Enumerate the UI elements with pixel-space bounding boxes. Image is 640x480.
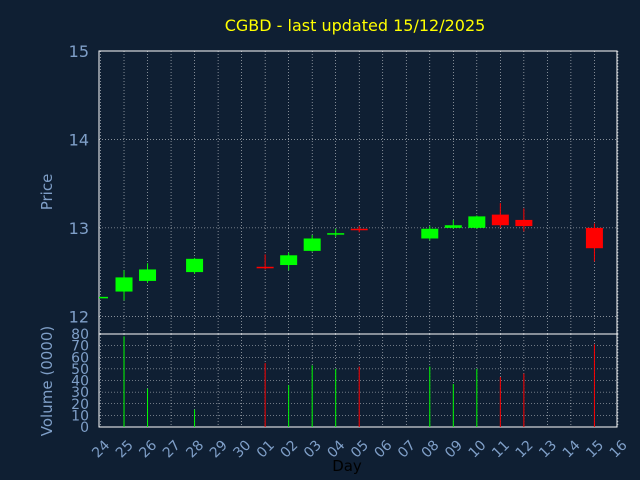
- volume-tick-label: 60: [71, 350, 89, 366]
- volume-tick-label: 40: [71, 374, 89, 390]
- candle-body: [350, 228, 368, 231]
- volume-tick-label: 70: [71, 339, 89, 355]
- price-panel: 12 13 14 15: [69, 42, 619, 335]
- price-tick-label: 14: [69, 130, 89, 149]
- candle-body: [444, 225, 462, 228]
- day-tick-label: 07: [395, 437, 419, 461]
- day-tick-label: 30: [230, 437, 254, 461]
- candle-body: [491, 214, 509, 226]
- day-tick-label: 01: [254, 437, 278, 461]
- candle-body: [186, 258, 204, 273]
- day-tick-label: 10: [466, 437, 490, 461]
- price-tick-label: 12: [69, 307, 89, 326]
- day-tick-label: 25: [113, 437, 137, 461]
- day-tick-label: 03: [301, 437, 325, 461]
- day-tick-label: 09: [442, 437, 466, 461]
- volume-tick-label: 20: [71, 397, 89, 413]
- candle-body: [421, 228, 439, 239]
- day-tick-label: 14: [560, 437, 584, 461]
- candle-body: [256, 266, 274, 269]
- day-tick-label: 02: [277, 437, 301, 461]
- volume-tick-label: 80: [71, 327, 89, 343]
- day-tick-label: 13: [536, 437, 560, 461]
- candle-body: [139, 269, 157, 281]
- candle-body: [468, 216, 486, 228]
- day-tick-label: 06: [372, 437, 396, 461]
- price-plot-frame: [98, 50, 618, 335]
- candle-body: [327, 233, 345, 235]
- volume-tick-label: 10: [71, 408, 89, 424]
- price-tick-label: 13: [69, 219, 89, 238]
- day-tick-label: 27: [160, 437, 184, 461]
- candle-body: [585, 227, 603, 249]
- candle-body: [515, 219, 533, 227]
- volume-plot-frame: [98, 333, 618, 428]
- day-tick-label: 08: [419, 437, 443, 461]
- day-tick-label: 11: [489, 437, 513, 461]
- day-tick-label: 12: [513, 437, 537, 461]
- day-tick-label: 28: [183, 437, 207, 461]
- day-tick-label: 29: [207, 437, 231, 461]
- day-tick-label: 26: [136, 437, 160, 461]
- day-tick-label: 16: [607, 437, 631, 461]
- day-axis-label: Day: [332, 457, 362, 475]
- volume-tick-label: 30: [71, 385, 89, 401]
- chart-title: CGBD - last updated 15/12/2025: [225, 16, 486, 35]
- price-tick-label: 15: [69, 42, 89, 61]
- candle-body: [99, 296, 108, 299]
- candle-body: [280, 255, 298, 266]
- volume-tick-label: 0: [80, 420, 89, 436]
- day-tick-label: 24: [89, 437, 113, 461]
- candle-body: [115, 277, 133, 292]
- volume-tick-label: 50: [71, 362, 89, 378]
- day-tick-label: 15: [583, 437, 607, 461]
- price-axis-label: Price: [38, 174, 56, 211]
- volume-axis-label: Volume (0000): [38, 326, 56, 436]
- candle-body: [303, 238, 321, 251]
